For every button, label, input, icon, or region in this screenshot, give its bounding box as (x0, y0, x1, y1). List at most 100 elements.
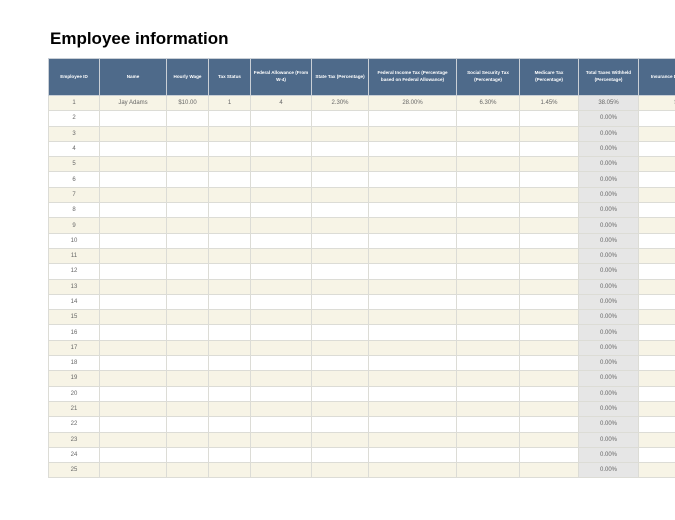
table-cell: 17 (48, 339, 100, 357)
table-cell (166, 217, 209, 234)
table-cell (456, 309, 520, 326)
table-cell (456, 247, 520, 265)
table-cell: 18 (48, 355, 100, 372)
table-cell (638, 232, 675, 249)
table-cell (311, 385, 369, 402)
table-cell: 1 (208, 94, 251, 112)
table-cell (250, 125, 312, 142)
table-cell (208, 140, 251, 158)
table-cell (311, 462, 369, 478)
table-cell: 11 (48, 247, 100, 265)
table-cell (250, 355, 312, 372)
table-cell (368, 462, 457, 478)
table-cell (208, 232, 251, 249)
table-cell (166, 462, 209, 478)
table-cell (166, 416, 209, 433)
table-cell: 6.30% (456, 94, 520, 112)
column-header: Name (99, 58, 167, 96)
table-row: 1 Jay Adams $10.00 1 4 2.30% 28.00% 6.30% 1.45% 3… (48, 94, 675, 112)
table-cell (99, 263, 167, 280)
table-cell (368, 309, 457, 326)
table-cell (208, 263, 251, 280)
table-cell (368, 339, 457, 357)
table-cell (519, 324, 579, 341)
table-cell: 0.00% (578, 247, 639, 265)
table-cell (250, 416, 312, 433)
table-cell (250, 400, 312, 418)
table-cell (99, 232, 167, 249)
table-row: 9 0.00% (48, 217, 675, 234)
table-cell (368, 400, 457, 418)
table-row: 7 0.00% (48, 186, 675, 204)
table-cell: $20.00 (638, 94, 675, 112)
table-cell (208, 186, 251, 204)
column-header: Hourly Wage (166, 58, 209, 96)
table-cell: 0.00% (578, 309, 639, 326)
table-cell: 0.00% (578, 217, 639, 234)
table-cell (250, 446, 312, 464)
table-cell: 23 (48, 431, 100, 448)
table-cell (638, 339, 675, 357)
table-cell (311, 140, 369, 158)
table-cell (638, 431, 675, 448)
table-cell (311, 309, 369, 326)
table-cell (519, 263, 579, 280)
table-cell (456, 400, 520, 418)
table-cell (166, 293, 209, 311)
table-cell (638, 156, 675, 173)
table-cell (368, 186, 457, 204)
column-header: Social Security Tax (Percentage) (456, 58, 520, 96)
table-row: 4 0.00% (48, 140, 675, 158)
table-cell: 0.00% (578, 370, 639, 387)
table-cell (456, 385, 520, 402)
table-cell (638, 324, 675, 341)
table-cell (519, 186, 579, 204)
table-cell (638, 110, 675, 127)
table-cell (99, 125, 167, 142)
table-cell: 15 (48, 309, 100, 326)
table-cell: 4 (48, 140, 100, 158)
table-row: 3 0.00% (48, 125, 675, 142)
table-cell (208, 156, 251, 173)
table-cell (519, 370, 579, 387)
table-cell: 0.00% (578, 202, 639, 219)
table-cell (638, 355, 675, 372)
table-cell: Jay Adams (99, 94, 167, 112)
table-header: Employee ID Name Hourly Wage Tax Status Fede… (48, 58, 675, 96)
table-cell (456, 355, 520, 372)
table-cell (99, 400, 167, 418)
table-cell (166, 400, 209, 418)
table-cell (99, 202, 167, 219)
table-cell (250, 278, 312, 295)
table-cell (208, 400, 251, 418)
table-cell (250, 462, 312, 478)
table-row: 6 0.00% (48, 171, 675, 188)
table-cell (166, 278, 209, 295)
table-cell (250, 232, 312, 249)
table-row: 17 0.00% (48, 339, 675, 357)
table-cell (638, 416, 675, 433)
table-cell (456, 140, 520, 158)
table-cell (638, 278, 675, 295)
table-cell: 12 (48, 263, 100, 280)
table-cell (638, 293, 675, 311)
table-cell (250, 186, 312, 204)
table-cell: 38.05% (578, 94, 639, 112)
table-cell (638, 370, 675, 387)
table-cell: 8 (48, 202, 100, 219)
table-cell (166, 156, 209, 173)
table-cell (208, 431, 251, 448)
table-cell (99, 462, 167, 478)
table-cell (456, 416, 520, 433)
table-cell (368, 446, 457, 464)
table-cell (368, 385, 457, 402)
table-cell (311, 293, 369, 311)
table-cell (368, 110, 457, 127)
table-cell (250, 140, 312, 158)
table-cell (638, 400, 675, 418)
table-cell (208, 370, 251, 387)
table-cell (99, 339, 167, 357)
table-cell (166, 186, 209, 204)
table-cell (166, 232, 209, 249)
